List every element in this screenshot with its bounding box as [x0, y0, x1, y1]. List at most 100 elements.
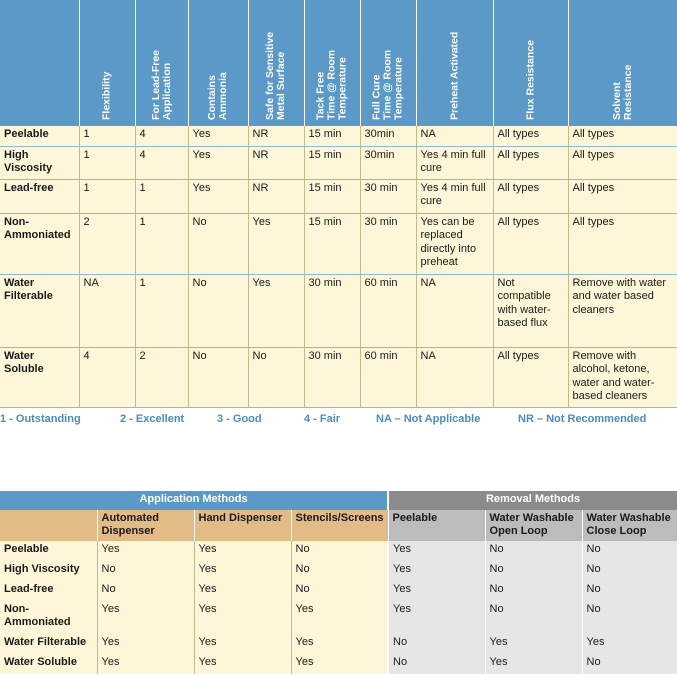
legend-item: 1 - Outstanding [0, 413, 81, 425]
table-row: Water Soluble 4 2 No No 30 min 60 min NA… [0, 347, 677, 408]
table-cell: No [291, 561, 389, 581]
row-label: Water Filterable [0, 634, 98, 654]
table-cell: 2 [79, 213, 136, 275]
table-cell: All types [493, 213, 569, 275]
table-cell: Yes [485, 634, 583, 654]
table-cell: No [485, 541, 583, 561]
methods-table: Application Methods Removal Methods Auto… [0, 491, 677, 674]
corner-cell [0, 510, 98, 541]
table-cell: Yes can be replaced directly into prehea… [416, 213, 494, 275]
table-row: Lead-free 1 1 Yes NR 15 min 30 min Yes 4… [0, 179, 677, 214]
table-cell: All types [493, 179, 569, 214]
col-stencils-screens: Stencils/Screens [291, 510, 389, 541]
row-label: Water Soluble [0, 654, 98, 674]
table-cell: 30min [360, 146, 417, 180]
table-row: Peelable 1 4 Yes NR 15 min 30min NA All … [0, 126, 677, 147]
table-cell: NR [248, 179, 305, 214]
table-cell: 4 [135, 146, 189, 180]
legend-item: 2 - Excellent [120, 413, 185, 425]
table-cell: All types [568, 179, 677, 214]
table-cell: No [485, 561, 583, 581]
table-cell: 1 [79, 146, 136, 180]
table-cell: NA [416, 126, 494, 147]
table-cell: Yes [291, 601, 389, 634]
col-close-loop: Water Washable Close Loop [582, 510, 677, 541]
row-label: High Viscosity [0, 561, 98, 581]
table-row: Water Filterable NA 1 No Yes 30 min 60 m… [0, 274, 677, 348]
table-cell: 4 [135, 126, 189, 147]
table-cell: NA [79, 274, 136, 348]
table-cell: Yes [97, 654, 195, 674]
table-cell: 15 min [304, 126, 361, 147]
table-cell: No [582, 601, 677, 634]
row-label: Water Filterable [0, 274, 80, 348]
legend-item: NA – Not Applicable [376, 413, 481, 425]
row-label: Water Soluble [0, 347, 80, 408]
table-cell: All types [493, 126, 569, 147]
table-row: Water Soluble Yes Yes Yes No Yes No [0, 654, 677, 674]
table-cell: No [485, 601, 583, 634]
table-cell: NR [248, 126, 305, 147]
table-row: Water Filterable Yes Yes Yes No Yes Yes [0, 634, 677, 654]
col-preheat: Preheat Activated [416, 0, 494, 126]
table-cell: Yes 4 min full cure [416, 179, 494, 214]
table-cell: 1 [79, 126, 136, 147]
row-label: Non-Ammoniated [0, 601, 98, 634]
table-cell: 2 [135, 347, 189, 408]
row-label: High Viscosity [0, 146, 80, 180]
legend-item: NR – Not Recommended [518, 413, 647, 425]
table-row: High Viscosity No Yes No Yes No No [0, 561, 677, 581]
legend-item: 4 - Fair [304, 413, 341, 425]
table-cell: No [97, 561, 195, 581]
table-cell: 15 min [304, 179, 361, 214]
table-cell: All types [568, 213, 677, 275]
row-label: Non-Ammoniated [0, 213, 80, 275]
table-cell: Yes [387, 581, 486, 601]
table-cell: Yes [194, 654, 292, 674]
table-cell: All types [493, 146, 569, 180]
table-cell: All types [493, 347, 569, 408]
table-row: Non-Ammoniated 2 1 No Yes 15 min 30 min … [0, 213, 677, 275]
row-label: Peelable [0, 541, 98, 561]
table-cell: 30 min [360, 179, 417, 214]
table-cell: NA [416, 347, 494, 408]
table-cell: Remove with water and water based cleane… [568, 274, 677, 348]
table-cell: Yes [97, 541, 195, 561]
row-label: Lead-free [0, 581, 98, 601]
corner-cell [0, 0, 80, 126]
table-cell: No [582, 581, 677, 601]
table-row: High Viscosity 1 4 Yes NR 15 min 30min Y… [0, 146, 677, 180]
table-cell: No [97, 581, 195, 601]
table-cell: Yes [291, 634, 389, 654]
application-methods-title: Application Methods [0, 491, 390, 510]
table-cell: Yes [248, 213, 305, 275]
table-cell: 30 min [304, 274, 361, 348]
col-lead-free: For Lead-Free Application [135, 0, 189, 126]
table-cell: Yes [387, 601, 486, 634]
removal-methods-title: Removal Methods [388, 491, 677, 510]
table-cell: Yes [194, 541, 292, 561]
col-open-loop: Water Washable Open Loop [485, 510, 583, 541]
table-cell: No [582, 654, 677, 674]
col-tack-free: Tack Free Time @ Room Temperature [304, 0, 361, 126]
col-flux: Flux Resistance [493, 0, 569, 126]
table-cell: Yes [97, 634, 195, 654]
table-cell: Yes [194, 561, 292, 581]
table-cell: Yes [97, 601, 195, 634]
table-cell: Yes [194, 581, 292, 601]
comparison-table: Flexibility For Lead-Free Application Co… [0, 0, 677, 408]
table-cell: 15 min [304, 146, 361, 180]
table-cell: Yes [387, 541, 486, 561]
table-cell: Yes [188, 146, 249, 180]
table-cell: All types [568, 126, 677, 147]
methods-column-header: Automated Dispenser Hand Dispenser Stenc… [0, 510, 677, 541]
table-cell: 1 [135, 274, 189, 348]
table-cell: NR [248, 146, 305, 180]
table-cell: No [188, 213, 249, 275]
table-cell: Yes [188, 126, 249, 147]
table-cell: No [291, 581, 389, 601]
col-flexibility: Flexibility [79, 0, 136, 126]
col-automated-dispenser: Automated Dispenser [97, 510, 195, 541]
legend-item: 3 - Good [217, 413, 262, 425]
table-cell: No [188, 347, 249, 408]
